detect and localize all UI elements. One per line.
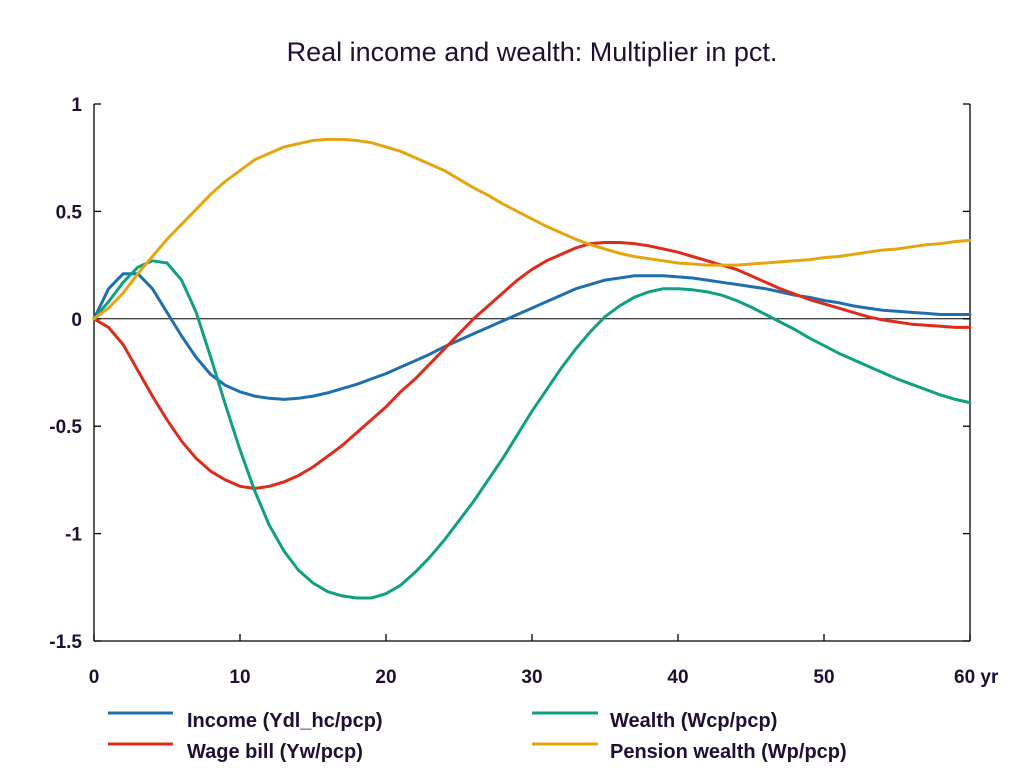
y-tick-label: -1 bbox=[65, 525, 82, 546]
series-line bbox=[92, 272, 972, 401]
legend-label: Wealth (Wcp/pcp) bbox=[610, 710, 777, 732]
series-lines bbox=[92, 137, 972, 600]
legend: Income (Ydl_hc/pcp) Wealth (Wcp/pcp) Wage … bbox=[108, 710, 847, 763]
axis-tick-labels: -1.5-1-0.500.510 10 20 30 40 50 60 yr bbox=[49, 95, 999, 688]
plot-area bbox=[93, 104, 971, 642]
chart-title: Real income and wealth: Multiplier in pc… bbox=[287, 37, 778, 67]
x-tick-label: 50 bbox=[813, 667, 834, 688]
legend-label: Pension wealth (Wp/pcp) bbox=[610, 741, 847, 763]
axis-ticks bbox=[93, 103, 971, 642]
x-tick-label: 20 bbox=[375, 667, 396, 688]
x-tick-label: 30 bbox=[521, 667, 542, 688]
series-line bbox=[92, 241, 972, 490]
legend-label: Wage bill (Yw/pcp) bbox=[187, 741, 363, 763]
y-tick-label: 0.5 bbox=[56, 202, 83, 223]
y-tick-label: 1 bbox=[71, 95, 82, 116]
series-line bbox=[92, 259, 972, 600]
legend-label: Income (Ydl_hc/pcp) bbox=[187, 710, 383, 732]
x-tick-label: 0 bbox=[89, 667, 100, 688]
x-tick-label: 60 yr bbox=[954, 667, 999, 688]
series-line bbox=[92, 137, 972, 321]
x-tick-label: 10 bbox=[229, 667, 250, 688]
x-tick-label: 40 bbox=[667, 667, 688, 688]
y-tick-label: -1.5 bbox=[49, 632, 82, 653]
y-tick-label: 0 bbox=[71, 310, 82, 331]
y-tick-label: -0.5 bbox=[49, 417, 82, 438]
